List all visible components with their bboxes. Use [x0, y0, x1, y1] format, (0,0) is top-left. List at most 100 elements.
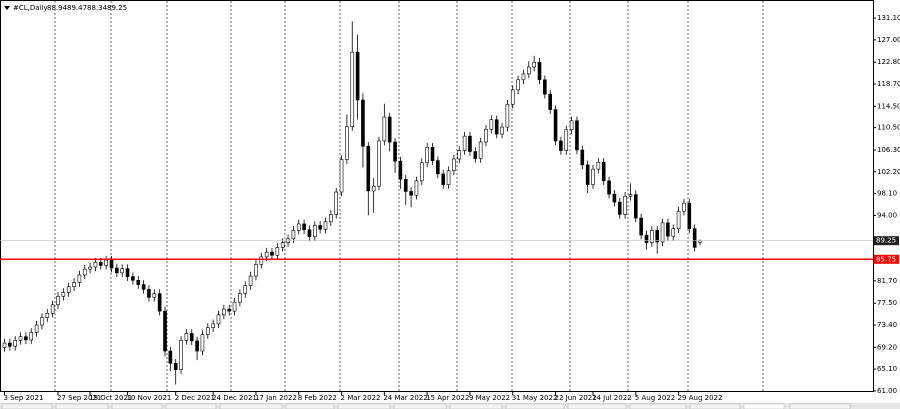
candle-body: [425, 147, 429, 164]
candle-body: [403, 178, 408, 192]
x-tick-label: 22 Jun 2022: [555, 394, 597, 402]
candle-body: [355, 51, 360, 101]
candle-body: [505, 103, 510, 128]
x-tick-label: 17 Jan 2022: [255, 394, 297, 402]
y-tick-label: 118.70: [877, 80, 900, 88]
candle-body: [141, 284, 146, 290]
x-tick-label: 27 Sep 2021: [57, 394, 101, 402]
candle-body: [532, 61, 536, 68]
candle-body: [452, 158, 456, 172]
candle-body: [275, 247, 280, 256]
candle-body: [238, 293, 242, 303]
candle-body: [280, 242, 285, 248]
candle-body: [50, 304, 55, 314]
y-tick-label: 61.00: [877, 387, 897, 395]
candle-body: [446, 170, 451, 185]
candle-body: [473, 151, 478, 159]
candle-body: [115, 267, 119, 274]
candle-body: [521, 73, 526, 81]
candle-body: [72, 282, 76, 287]
candle-body: [564, 129, 569, 151]
candle-body: [200, 334, 205, 352]
candle-body: [259, 256, 264, 265]
candle-body: [361, 99, 365, 147]
candle-body: [366, 145, 371, 192]
candle-body: [650, 230, 654, 243]
candle-body: [537, 61, 542, 81]
candle-body: [254, 264, 258, 277]
candle-body: [318, 225, 322, 230]
candle-body: [607, 180, 611, 195]
candle-body: [543, 79, 547, 95]
candle-body: [77, 274, 82, 283]
candle-body: [66, 286, 71, 293]
candle-body: [676, 210, 681, 230]
candle-body: [291, 230, 296, 240]
x-tick-label: 2 Mar 2022: [341, 394, 381, 402]
candle-body: [339, 159, 344, 193]
candle-body: [296, 223, 301, 231]
candle-body: [34, 324, 39, 333]
candle-body: [168, 350, 173, 364]
candle-body: [302, 223, 306, 231]
candle-body: [687, 202, 692, 230]
y-tick-label: 98.10: [877, 190, 897, 198]
candle-body: [569, 120, 574, 131]
candle-body: [430, 147, 435, 161]
candle-body: [24, 336, 28, 341]
x-tick-label: 5 Aug 2022: [635, 394, 675, 402]
x-tick-label: 10 Nov 2021: [127, 394, 172, 402]
candle-body: [345, 126, 349, 160]
tabs[interactable]: [1, 403, 851, 409]
y-tick-label: 77.50: [877, 299, 897, 307]
candle-body: [109, 259, 114, 269]
candle-body: [559, 140, 563, 151]
candle-body: [13, 340, 17, 347]
x-tick-label: 24 Dec 2021: [212, 394, 257, 402]
price-label: 89.25: [876, 237, 896, 245]
candle-body: [655, 230, 660, 243]
period-separators: [54, 1, 764, 391]
candle-body: [227, 308, 231, 312]
y-tick-label: 94.00: [877, 211, 897, 219]
candle-body: [120, 268, 124, 274]
level-label: 85.75: [876, 255, 896, 263]
candle-body: [248, 275, 253, 286]
candle-body: [29, 332, 34, 341]
menu-arrow[interactable]: [4, 6, 10, 10]
candle-body: [660, 222, 665, 243]
y-tick-label: 110.50: [877, 124, 900, 132]
y-tick-label: 106.30: [877, 146, 900, 154]
candle-body: [264, 251, 269, 258]
x-tick-label: 14 Jul 2022: [592, 394, 632, 402]
level-label-box: [874, 254, 899, 264]
candle-body: [377, 140, 381, 187]
y-tick-label: 65.10: [877, 365, 897, 373]
candle-body: [8, 342, 12, 347]
candle-body: [211, 323, 215, 328]
candle-body: [152, 293, 157, 298]
candle-body: [441, 173, 446, 185]
candle-body: [623, 195, 627, 215]
candle-body: [500, 126, 504, 135]
candle-body: [371, 185, 376, 192]
candle-body: [489, 119, 494, 130]
x-tick-label: 19 Oct 2021: [89, 394, 132, 402]
candle-body: [692, 228, 697, 248]
candle-body: [307, 229, 312, 237]
candle-body: [393, 141, 397, 162]
candle-body: [93, 261, 98, 268]
candle-body: [633, 194, 638, 219]
candle-body: [350, 51, 355, 127]
candle-body: [157, 293, 162, 312]
candle-body: [323, 221, 328, 230]
last-high: 89.47: [67, 4, 87, 12]
y-tick-label: 122.80: [877, 58, 900, 66]
candle-body: [596, 161, 601, 170]
last-close: 89.25: [107, 4, 127, 12]
last-open: 88.94: [47, 4, 68, 12]
candle-body: [666, 222, 670, 237]
candle-body: [125, 268, 130, 277]
candle-body: [334, 191, 339, 215]
